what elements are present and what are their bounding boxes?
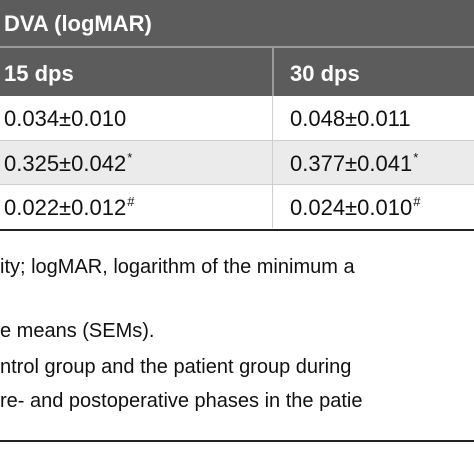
cell-superscript: # (413, 194, 421, 209)
footnote-line: ity; logMAR, logarithm of the minimum a (0, 256, 355, 278)
table-cell: 0.325±0.042* (4, 150, 132, 177)
table-title: DVA (logMAR) (4, 11, 152, 36)
table-cell: 0.048±0.011 (290, 106, 411, 132)
row-divider (0, 184, 474, 185)
table-cell: 0.024±0.010# (290, 194, 420, 221)
table-cell: 0.034±0.010 (4, 106, 126, 132)
table-row: 0.034±0.010 0.048±0.011 (0, 96, 474, 140)
table-cell: 0.022±0.012# (4, 194, 134, 221)
footnote-bottom-rule (0, 440, 474, 442)
footnote-line: e means (SEMs). (0, 320, 155, 342)
column-divider (272, 48, 274, 96)
cell-superscript: # (127, 194, 135, 209)
column-divider (272, 184, 273, 228)
column-divider (272, 140, 273, 184)
cell-value: 0.024±0.010 (290, 195, 413, 220)
table-bottom-rule (0, 229, 474, 231)
cell-superscript: * (127, 150, 133, 165)
cell-value: 0.034±0.010 (4, 106, 127, 131)
cell-value: 0.377±0.041 (290, 151, 413, 176)
column-header: 15 dps (4, 61, 74, 86)
column-header: 30 dps (290, 61, 360, 86)
cell-value: 0.022±0.012 (4, 195, 127, 220)
footnote-line: ntrol group and the patient group during (0, 356, 352, 378)
cell-superscript: * (413, 150, 419, 165)
table-row: 0.325±0.042* 0.377±0.041* (0, 140, 474, 184)
header-divider (0, 46, 474, 48)
header-row: DVA (logMAR) (0, 0, 474, 46)
cell-value: 0.048±0.011 (290, 106, 411, 131)
row-divider (0, 140, 474, 141)
table-cell: 0.377±0.041* (290, 150, 418, 177)
table-row: 0.022±0.012# 0.024±0.010# (0, 184, 474, 228)
footnote-line: re- and postoperative phases in the pati… (0, 390, 363, 412)
column-header-row: 15 dps 30 dps (0, 48, 474, 96)
cell-value: 0.325±0.042 (4, 151, 127, 176)
column-divider (272, 96, 273, 140)
